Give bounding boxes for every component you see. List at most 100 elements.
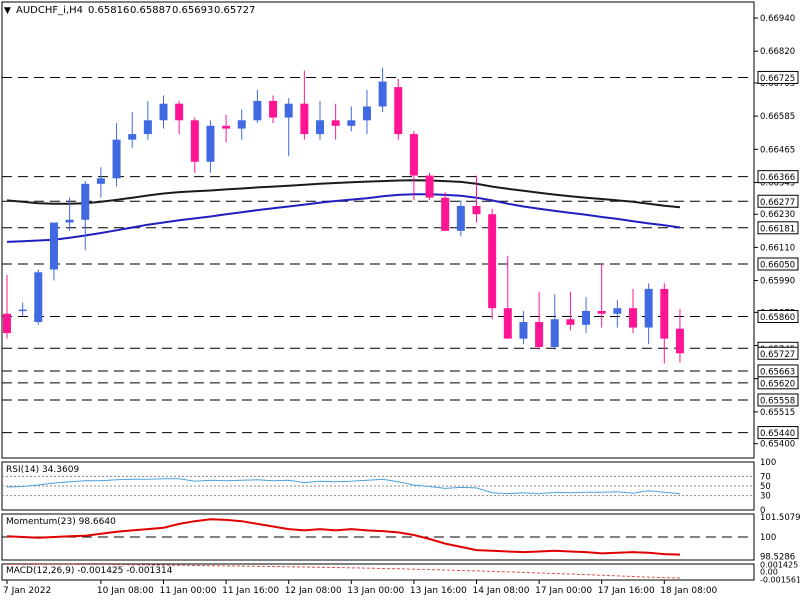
- candle-body: [190, 120, 199, 162]
- level-price-label: 0.66725: [760, 74, 795, 84]
- macd-label: MACD(12,26,9) -0.001425 -0.001314: [6, 566, 173, 576]
- candle-body: [269, 100, 278, 118]
- momentum-tick-label: 98.5286: [760, 552, 795, 562]
- rsi-tick-label: 50: [760, 482, 771, 492]
- candle-body: [175, 103, 184, 121]
- rsi-tick-label: 30: [760, 492, 771, 502]
- level-price-box: [757, 310, 799, 324]
- time-tick-label: 17 Jan 16:00: [598, 586, 655, 596]
- price-tick-label: 0.66110: [760, 243, 795, 253]
- candle-body: [535, 322, 544, 347]
- candle-body: [206, 125, 215, 162]
- time-axis: 7 Jan 2022 10 Jan 08:00 11 Jan 00:00 11 Jan…: [3, 580, 718, 596]
- candle-body: [222, 125, 231, 129]
- candle-body: [34, 272, 43, 323]
- time-tick-label: 13 Jan 00:00: [347, 586, 404, 596]
- candle-body: [582, 310, 591, 325]
- ma-slow-line: [6, 179, 681, 209]
- price-tick-label: 0.66585: [760, 112, 795, 122]
- momentum-tick-label: 101.5079: [760, 513, 800, 523]
- candle-body: [253, 100, 262, 121]
- candle-body: [519, 322, 528, 339]
- candle-body: [425, 175, 434, 198]
- level-price-label: 0.65440: [760, 429, 795, 439]
- candle-body: [456, 205, 465, 231]
- price-tick-label: 0.66465: [760, 145, 795, 155]
- candle-body: [18, 309, 27, 312]
- time-tick-label: 14 Jan 08:00: [473, 586, 530, 596]
- candle-body: [331, 120, 340, 126]
- candle-body: [362, 106, 371, 121]
- ohlc-close: 0.65727: [214, 5, 255, 16]
- momentum-line: [6, 518, 681, 556]
- candle-body: [441, 197, 450, 231]
- candle-body: [128, 134, 137, 140]
- candle-body: [566, 319, 575, 325]
- rsi-tick-label: 100: [760, 458, 776, 468]
- candle-body: [503, 308, 512, 339]
- candle-body: [316, 120, 324, 135]
- price-tick-label: 0.66820: [760, 47, 795, 57]
- symbol-label: AUDCHF_i,H4: [16, 5, 83, 16]
- rsi-label: RSI(14) 34.3609: [6, 465, 79, 475]
- macd-tick-label: 0.00: [760, 568, 778, 577]
- momentum-tick-label: 100: [760, 533, 776, 543]
- candle-body: [143, 120, 152, 135]
- candle-body: [597, 310, 606, 314]
- rsi-tick-label: 0: [760, 506, 765, 516]
- ohlc-open: 0.65816: [88, 5, 129, 16]
- candle-body: [660, 288, 669, 339]
- macd-pane-frame: [1, 563, 755, 581]
- candle-body: [65, 219, 74, 223]
- candle-body: [644, 288, 653, 328]
- level-price-label: 0.65620: [760, 379, 795, 389]
- price-tick-label: 0.66940: [760, 14, 795, 24]
- level-price-box: [757, 170, 799, 184]
- level-price-box: [757, 194, 799, 208]
- level-price-box: [757, 70, 799, 84]
- candle-body: [550, 319, 559, 347]
- price-tick-label: 0.65515: [760, 408, 795, 418]
- candle-body: [112, 139, 121, 179]
- level-price-label: 0.65558: [760, 396, 795, 406]
- candle-body: [81, 183, 90, 220]
- price-tick-label: 0.65400: [760, 440, 795, 450]
- candle-body: [300, 103, 309, 135]
- chart-header: ▼ AUDCHF_i,H4 0.65816 0.65887 0.65693 0.…: [4, 5, 255, 16]
- price-pane: 0.66940 0.66820 0.66705 0.66585 0.66465 0.663…: [1, 1, 799, 459]
- candle-body: [3, 313, 11, 334]
- current-price-label: 0.65727: [760, 350, 795, 360]
- candle-body: [284, 103, 293, 118]
- level-price-label: 0.66181: [760, 224, 795, 234]
- candle-body: [394, 87, 403, 135]
- time-tick-label: 11 Jan 16:00: [222, 586, 279, 596]
- candle-body: [49, 222, 58, 270]
- time-tick-label: 11 Jan 00:00: [160, 586, 217, 596]
- level-price-label: 0.66277: [760, 198, 795, 208]
- candle-body: [159, 103, 168, 121]
- level-price-box: [757, 393, 799, 407]
- price-tick-label: 0.66705: [760, 79, 795, 89]
- price-pane-frame: [1, 1, 755, 459]
- candle-body: [488, 214, 497, 309]
- price-tick-label: 0.66230: [760, 210, 795, 220]
- candle-body: [629, 308, 637, 328]
- level-price-box: [757, 221, 799, 235]
- time-tick-label: 7 Jan 2022: [3, 586, 51, 596]
- price-tick-label: 0.66345: [760, 178, 795, 188]
- level-price-label: 0.65663: [760, 367, 795, 377]
- macd-signal-line: [7, 563, 681, 579]
- header-arrow-icon[interactable]: ▼: [4, 6, 11, 16]
- level-price-box: [757, 257, 799, 271]
- candle-body: [347, 120, 356, 126]
- level-price-label: 0.66366: [760, 173, 795, 183]
- level-price-box: [757, 376, 799, 390]
- time-tick-label: 18 Jan 08:00: [660, 586, 717, 596]
- momentum-pane: 101.5079 100 98.5286 Momentum(23) 98.6640: [1, 513, 800, 562]
- ma-fast-line: [6, 193, 681, 243]
- level-price-label: 0.65860: [760, 313, 795, 323]
- candle-body: [378, 81, 387, 107]
- momentum-label: Momentum(23) 98.6640: [6, 517, 116, 527]
- macd-tick-label: -0.001561: [760, 575, 800, 584]
